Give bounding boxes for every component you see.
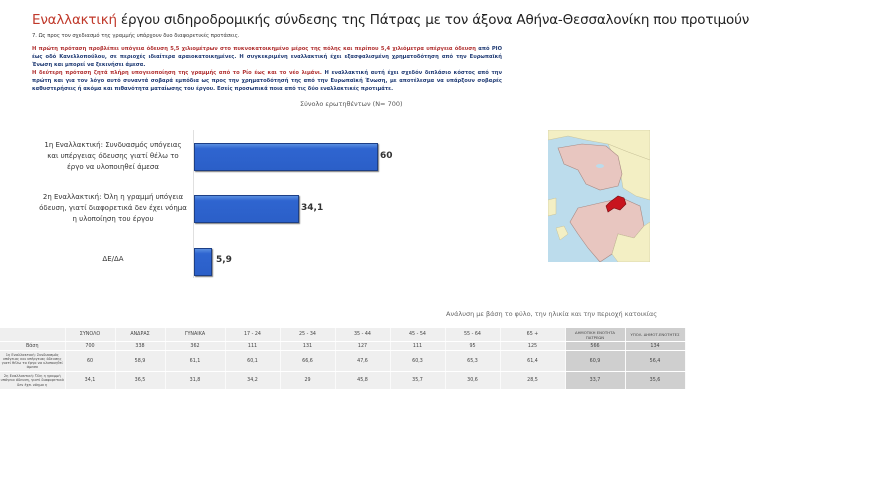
table-cell: 60: [65, 350, 116, 372]
table-cell: 338: [115, 341, 166, 351]
value-label-3: 5,9: [216, 255, 232, 265]
crosstab-table: ΣΥΝΟΛΟ ΑΝΔΡΑΣ ΓΥΝΑΙΚΑ 17 - 24 25 - 34 35…: [0, 328, 686, 390]
header-cell: 65 +: [500, 328, 566, 342]
table-cell: 60,1: [225, 350, 281, 372]
table-cell: 566: [565, 341, 626, 351]
table-cell: 65,3: [445, 350, 501, 372]
row-label: 2η Εναλλακτική: Όλη η γραμμή υπόγεια όδε…: [0, 371, 66, 390]
table-cell: 58,9: [115, 350, 166, 372]
table-cell: 45,8: [335, 371, 391, 390]
analysis-title: Ανάλυση με βάση το φύλο, την ηλικία και …: [446, 310, 658, 318]
proposal-1-text: από ΡΙΟ έως οδό Κανελλοπούλου, σε περιοχ…: [32, 46, 502, 68]
header-cell: 45 - 54: [390, 328, 446, 342]
value-label-1: 60: [380, 151, 393, 161]
table-cell: 33,7: [565, 371, 626, 390]
header-cell: 55 - 64: [445, 328, 501, 342]
chart-title: Σύνολο ερωτηθέντων (N= 700): [300, 100, 403, 108]
map-graphic: [548, 130, 650, 262]
table-cell: 56,4: [625, 350, 686, 372]
header-cell: [0, 328, 66, 342]
title-accent: Εναλλακτική: [32, 12, 117, 28]
table-cell: 35,7: [390, 371, 446, 390]
header-cell: 25 - 34: [280, 328, 336, 342]
table-cell: 95: [445, 341, 501, 351]
value-label-2: 34,1: [301, 203, 324, 213]
table-cell: 31,8: [165, 371, 226, 390]
table-cell: 60,9: [565, 350, 626, 372]
proposal-2-highlight: Η δεύτερη πρόταση ζητά πλήρη υπογειοποίη…: [32, 70, 322, 76]
table-cell: 131: [280, 341, 336, 351]
category-label-3: ΔΕ/ΔΑ: [102, 255, 124, 263]
table-cell: 111: [390, 341, 446, 351]
region-map: [548, 130, 650, 262]
proposal-1-paragraph: Η πρώτη πρόταση προβλέπει υπόγεια όδευση…: [32, 45, 502, 69]
header-cell: ΑΝΔΡΑΣ: [115, 328, 166, 342]
table-row: 1η Εναλλακτική: Συνδυασμός υπόγειας και …: [0, 350, 686, 372]
header-cell: ΣΥΝΟΛΟ: [65, 328, 116, 342]
table-cell: 134: [625, 341, 686, 351]
header-cell: ΥΠΟΛ. ΔΗΜΟΤ.ΕΝΟΤΗΤΕΣ: [625, 328, 686, 342]
table-cell: 127: [335, 341, 391, 351]
header-cell: ΓΥΝΑΙΚΑ: [165, 328, 226, 342]
table-cell: 29: [280, 371, 336, 390]
category-label-1: 1η Εναλλακτική: Συνδυασμός υπόγειας και …: [44, 141, 182, 171]
table-row: Βάση 700 338 362 111 131 127 111 95 125 …: [0, 341, 686, 351]
table-cell: 34,1: [65, 371, 116, 390]
table-cell: 30,6: [445, 371, 501, 390]
proposal-2-paragraph: Η δεύτερη πρόταση ζητά πλήρη υπογειοποίη…: [32, 69, 502, 93]
header-cell: 35 - 44: [335, 328, 391, 342]
table-cell: 125: [500, 341, 566, 351]
table-cell: 61,4: [500, 350, 566, 372]
row-label: 1η Εναλλακτική: Συνδυασμός υπόγειας και …: [0, 350, 66, 372]
table-header-row: ΣΥΝΟΛΟ ΑΝΔΡΑΣ ΓΥΝΑΙΚΑ 17 - 24 25 - 34 35…: [0, 328, 686, 342]
row-label: Βάση: [0, 341, 66, 351]
table-cell: 60,3: [390, 350, 446, 372]
table-row: 2η Εναλλακτική: Όλη η γραμμή υπόγεια όδε…: [0, 371, 686, 390]
category-label-2: 2η Εναλλακτική: Όλη η γραμμή υπόγεια όδε…: [39, 193, 187, 223]
bar-3: [194, 248, 212, 276]
table-cell: 28,5: [500, 371, 566, 390]
table-cell: 47,6: [335, 350, 391, 372]
table-cell: 111: [225, 341, 281, 351]
table-cell: 66,6: [280, 350, 336, 372]
question-text: 7. Ως προς τον σχεδιασμό της γραμμής υπά…: [32, 33, 240, 39]
table-cell: 61,1: [165, 350, 226, 372]
table-cell: 34,2: [225, 371, 281, 390]
table-cell: 362: [165, 341, 226, 351]
table-cell: 700: [65, 341, 116, 351]
bar-1: [194, 143, 378, 171]
bar-2: [194, 195, 299, 223]
header-cell: ΔΗΜΟΤΙΚΗ ΕΝΟΤΗΤΑ ΠΑΤΡΕΩΝ: [565, 328, 626, 342]
proposal-2-text: Η εναλλακτική αυτή έχει σχεδόν διπλάσιο …: [32, 70, 503, 92]
title-rest: έργου σιδηροδρομικής σύνδεσης της Πάτρας…: [116, 12, 750, 28]
proposal-1-highlight: Η πρώτη πρόταση προβλέπει υπόγεια όδευση…: [32, 46, 476, 52]
chart-axis: [193, 130, 194, 278]
table-cell: 35,6: [625, 371, 686, 390]
table-cell: 36,5: [115, 371, 166, 390]
header-cell: 17 - 24: [225, 328, 281, 342]
page-title: Εναλλακτική έργου σιδηροδρομικής σύνδεση…: [32, 12, 749, 28]
